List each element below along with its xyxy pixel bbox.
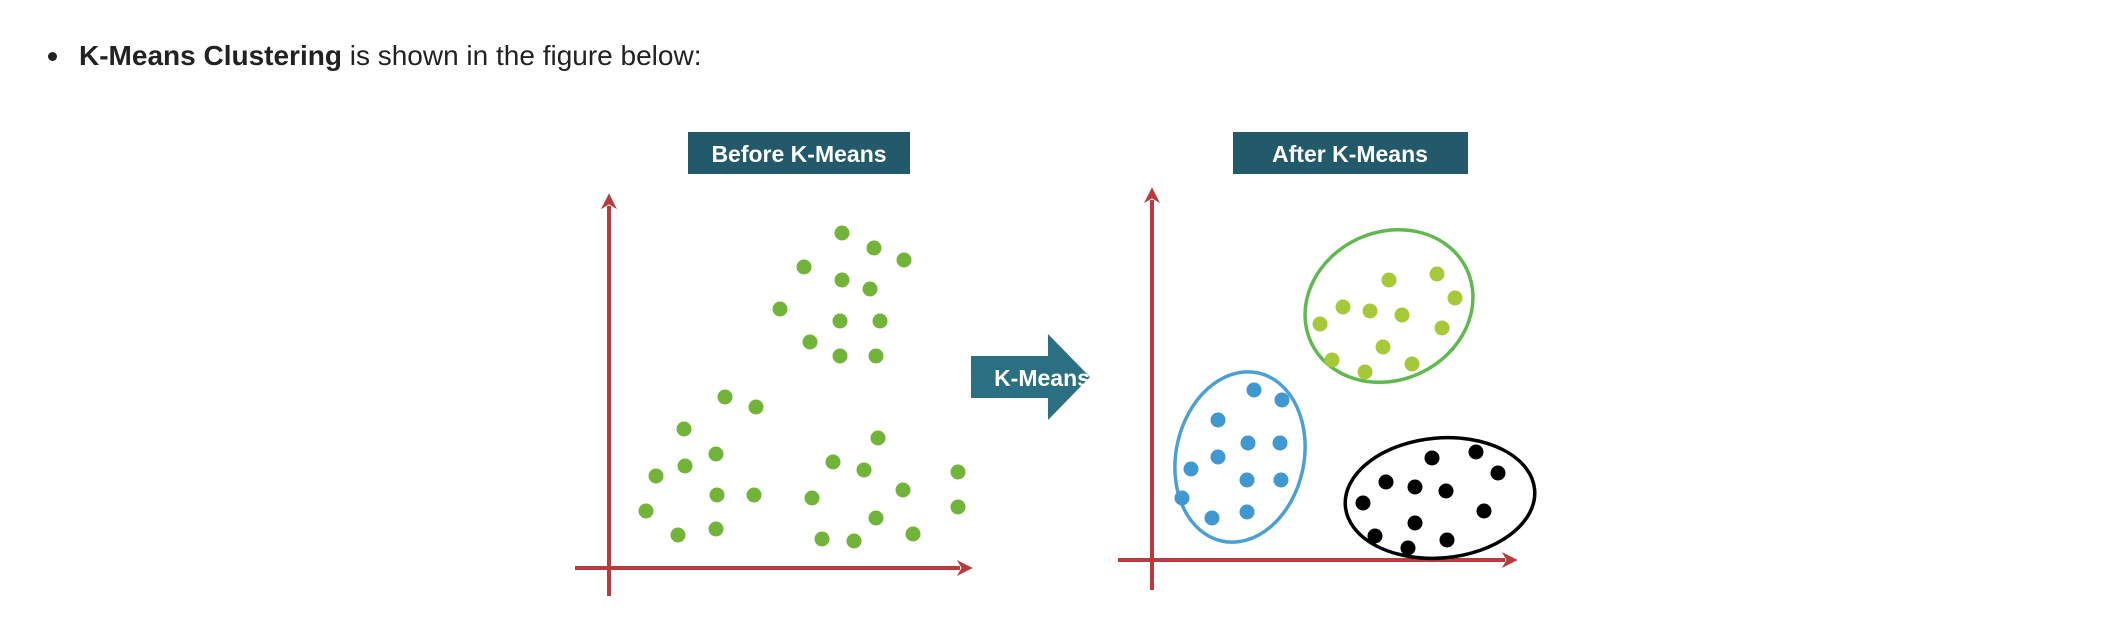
cluster-blue-point: [1239, 472, 1255, 488]
before-point: [870, 430, 886, 446]
cluster-black-point: [1400, 540, 1416, 556]
after-axes: [1118, 187, 1518, 590]
before-point: [825, 454, 841, 470]
before-point: [856, 462, 872, 478]
cluster-black-point: [1424, 450, 1440, 466]
cluster-blue-point: [1210, 412, 1226, 428]
before-points: [638, 225, 966, 549]
before-point: [868, 348, 884, 364]
cluster-black-outline: [1343, 435, 1537, 561]
cluster-blue-point: [1183, 461, 1199, 477]
cluster-blue-point: [1274, 392, 1290, 408]
before-point: [866, 240, 882, 256]
before-point: [846, 533, 862, 549]
cluster-green-point: [1429, 266, 1445, 282]
kmeans-arrow-shape: [971, 334, 1090, 420]
cluster-black-point: [1476, 503, 1492, 519]
kmeans-figure: Before K-Means: [575, 132, 1537, 596]
before-point: [834, 225, 850, 241]
cluster-green-point: [1447, 290, 1463, 306]
before-point: [814, 531, 830, 547]
cluster-green-point: [1357, 364, 1373, 380]
after-title-bg: [1233, 132, 1468, 174]
cluster-blue-point: [1174, 490, 1190, 506]
before-axes: [575, 193, 973, 596]
kmeans-arrow: K-Means: [971, 334, 1090, 420]
cluster-green-outline: [1303, 227, 1475, 385]
cluster-blue-point: [1239, 504, 1255, 520]
before-point: [802, 334, 818, 350]
before-point: [677, 458, 693, 474]
cluster-blue-point: [1246, 382, 1262, 398]
before-point: [670, 527, 686, 543]
before-point: [748, 399, 764, 415]
after-title-badge: After K-Means: [1233, 132, 1468, 174]
before-point: [648, 468, 664, 484]
before-point: [638, 503, 654, 519]
before-point: [676, 421, 692, 437]
cluster-black-point: [1407, 515, 1423, 531]
cluster-blue-outline: [1173, 370, 1307, 544]
cluster-green-point: [1404, 356, 1420, 372]
before-title-bg: [688, 132, 910, 174]
cluster-black-point: [1490, 465, 1506, 481]
before-point: [804, 490, 820, 506]
cluster-black-point: [1367, 528, 1383, 544]
intro-text: K-Means Clustering is shown in the figur…: [79, 38, 701, 74]
before-point: [832, 348, 848, 364]
cluster-green-point: [1362, 303, 1378, 319]
before-point: [862, 281, 878, 297]
cluster-blue-point: [1204, 510, 1220, 526]
before-title: Before K-Means: [711, 141, 886, 167]
before-point: [834, 272, 850, 288]
cluster-green-point: [1394, 307, 1410, 323]
cluster-blue-point: [1210, 449, 1226, 465]
before-point: [717, 389, 733, 405]
intro-rest-text: is shown in the figure below:: [341, 40, 702, 71]
cluster-blue-point: [1240, 435, 1256, 451]
before-point: [708, 521, 724, 537]
before-point: [950, 464, 966, 480]
cluster-black-point: [1355, 495, 1371, 511]
before-point: [950, 499, 966, 515]
cluster-black-point: [1378, 474, 1394, 490]
cluster-green-point: [1434, 320, 1450, 336]
before-point: [746, 487, 762, 503]
cluster-black-point: [1407, 479, 1423, 495]
kmeans-arrow-label: K-Means: [994, 365, 1090, 391]
before-title-badge: Before K-Means: [688, 132, 910, 174]
cluster-blue: [1173, 370, 1307, 544]
before-point: [772, 301, 788, 317]
before-point: [832, 313, 848, 329]
cluster-black-point: [1439, 532, 1455, 548]
intro-bold-text: K-Means Clustering: [79, 40, 342, 71]
cluster-green-point: [1324, 352, 1340, 368]
cluster-black-point: [1468, 444, 1484, 460]
cluster-blue-point: [1272, 435, 1288, 451]
cluster-black-point: [1438, 483, 1454, 499]
before-point: [896, 252, 912, 268]
before-point: [708, 446, 724, 462]
bullet-icon: [48, 52, 57, 61]
after-title: After K-Means: [1272, 141, 1428, 167]
before-point: [905, 526, 921, 542]
cluster-green-point: [1335, 299, 1351, 315]
cluster-green: [1303, 227, 1475, 385]
cluster-black: [1343, 435, 1537, 561]
before-point: [796, 259, 812, 275]
before-point: [895, 482, 911, 498]
cluster-blue-point: [1273, 472, 1289, 488]
cluster-green-point: [1312, 316, 1328, 332]
before-point: [872, 313, 888, 329]
cluster-green-point: [1381, 272, 1397, 288]
before-point: [709, 487, 725, 503]
before-point: [868, 510, 884, 526]
cluster-green-point: [1375, 339, 1391, 355]
